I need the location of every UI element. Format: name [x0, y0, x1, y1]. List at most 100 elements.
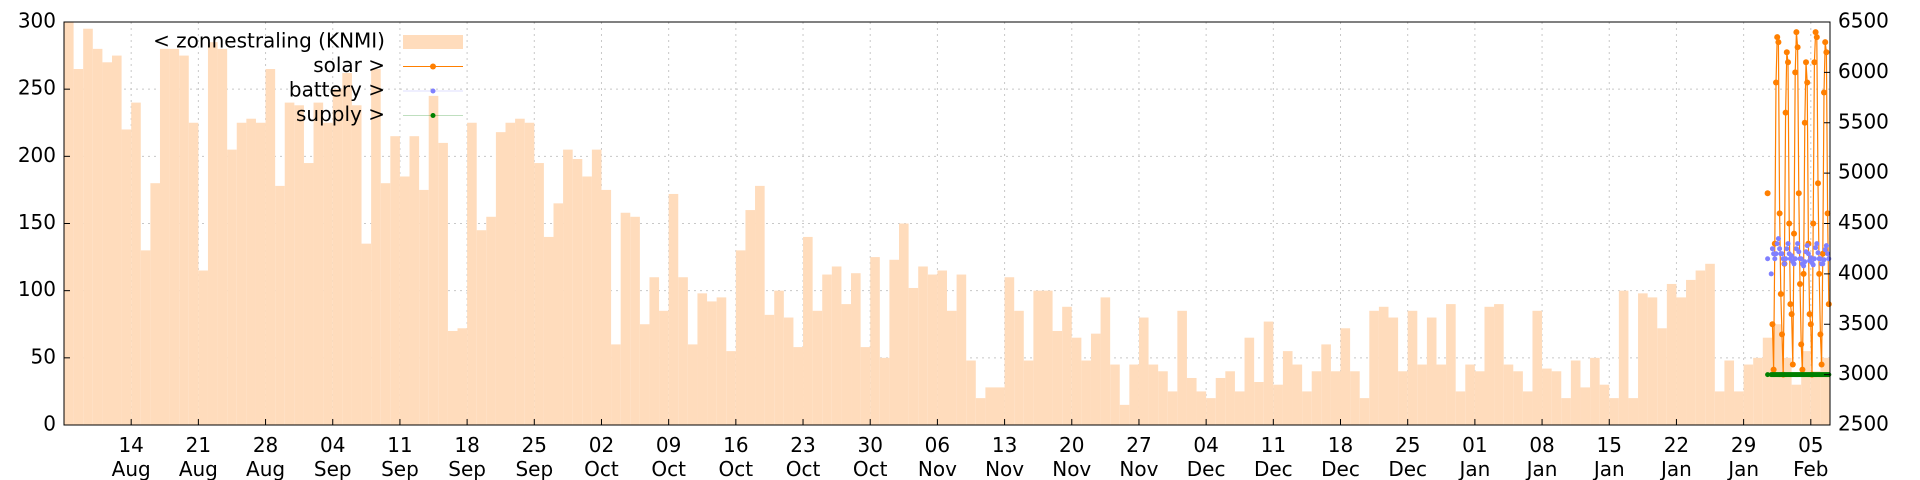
x-tick-label: 02 Oct [584, 433, 619, 480]
legend-label: battery > [289, 78, 385, 102]
bar [899, 223, 909, 425]
bar [687, 344, 698, 425]
bar [1590, 357, 1600, 425]
point [1819, 250, 1826, 257]
bar [313, 102, 324, 425]
bar [1119, 404, 1130, 425]
point [1789, 253, 1795, 259]
point [1783, 49, 1790, 56]
bar [1378, 306, 1389, 425]
bar [1369, 310, 1379, 425]
bar [265, 69, 276, 426]
bar [1561, 398, 1571, 425]
x-tick-label: 29 Jan [1726, 433, 1759, 480]
bar [822, 274, 832, 425]
bar [1762, 337, 1773, 425]
point [1811, 59, 1818, 66]
y2-tick-label: 4500 [1838, 210, 1889, 234]
point [1795, 241, 1801, 247]
lines [1764, 29, 1832, 378]
bar [140, 250, 151, 425]
bar [1782, 357, 1792, 425]
bar [371, 69, 381, 426]
bar [1186, 377, 1197, 425]
series-line [1771, 31, 1830, 375]
bar [1071, 337, 1082, 425]
point [1792, 256, 1798, 262]
bar [870, 257, 880, 425]
bar [639, 324, 650, 425]
bar [1407, 310, 1418, 425]
point [1773, 79, 1780, 86]
bar [803, 236, 813, 425]
bar [1330, 371, 1341, 425]
bar [620, 212, 631, 425]
bar [1743, 364, 1754, 425]
bar [755, 185, 765, 425]
bar [1753, 357, 1763, 425]
bar [294, 105, 304, 425]
bar [1254, 382, 1264, 425]
bar [159, 48, 170, 425]
point [1801, 119, 1808, 126]
bar [179, 55, 189, 425]
bar [1810, 371, 1821, 425]
point [1772, 256, 1778, 262]
bar [582, 176, 592, 425]
legend-label: < zonnestraling (KNMI) [153, 29, 385, 53]
point [1823, 49, 1830, 56]
bar [908, 287, 919, 425]
x-tick-label: 01 Jan [1457, 433, 1490, 480]
bar [1244, 337, 1255, 425]
y2-tick-label: 3000 [1838, 361, 1889, 385]
bar [1638, 293, 1648, 425]
bar [188, 122, 199, 425]
bar [1359, 398, 1370, 425]
point [1793, 29, 1800, 36]
bar [630, 216, 640, 425]
bar [975, 398, 986, 425]
x-tick-label: 08 Jan [1525, 433, 1558, 480]
bar [284, 102, 295, 425]
point [1805, 251, 1811, 257]
bar [1177, 310, 1187, 425]
bar [553, 203, 564, 425]
bar [1417, 364, 1427, 425]
point [1791, 261, 1797, 267]
bar [1666, 283, 1677, 425]
bar [1551, 371, 1562, 425]
point [1800, 270, 1807, 277]
point [1798, 256, 1804, 262]
x-tick-label: 20 Nov [1052, 433, 1091, 480]
bar [611, 344, 621, 425]
bar [994, 387, 1005, 425]
bar [380, 183, 391, 425]
bar [1004, 277, 1015, 425]
bar [169, 48, 180, 425]
bar [1513, 371, 1523, 425]
bar [207, 42, 218, 426]
bar [515, 118, 525, 425]
bar [956, 274, 967, 425]
bar [659, 310, 669, 425]
bar [447, 330, 458, 425]
y2-tick-label: 5000 [1838, 160, 1889, 184]
point [1810, 262, 1816, 268]
point [1770, 366, 1777, 373]
bar [351, 105, 362, 425]
bar [1542, 368, 1552, 425]
bar [323, 122, 333, 425]
y-tick-label: 100 [18, 277, 56, 301]
point [1811, 256, 1817, 262]
point [1825, 301, 1832, 308]
point [1783, 256, 1789, 262]
y2-tick-label: 6500 [1838, 9, 1889, 33]
bar [563, 149, 573, 425]
x-tick-label: 28 Aug [246, 433, 285, 480]
legend-swatch [403, 35, 463, 49]
bar [793, 347, 804, 425]
bar [966, 360, 976, 425]
bar [1494, 304, 1504, 425]
bar [1436, 364, 1447, 425]
